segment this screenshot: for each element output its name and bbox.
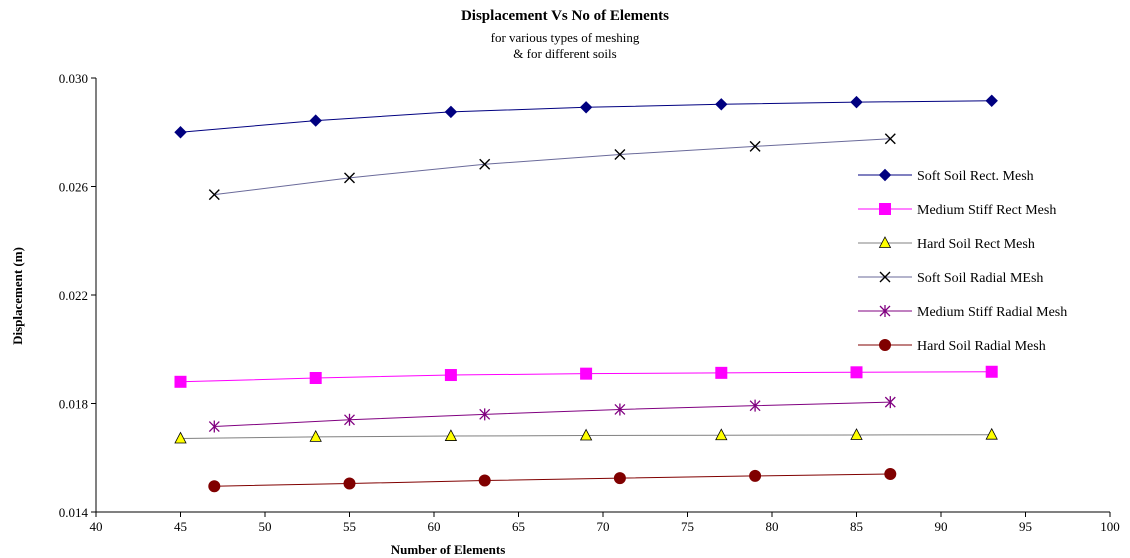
data-point	[715, 366, 728, 379]
legend-marker	[879, 305, 891, 317]
x-axis-label: Number of Elements	[391, 542, 506, 557]
data-point	[479, 158, 491, 170]
data-point	[884, 133, 896, 145]
data-point	[208, 480, 221, 493]
data-point	[579, 101, 593, 114]
x-tick-label: 65	[512, 519, 525, 534]
chart-title: Displacement Vs No of Elements	[460, 8, 670, 24]
x-tick-label: 80	[766, 519, 779, 534]
x-tick-label: 40	[90, 519, 103, 534]
x-tick-label: 45	[174, 519, 187, 534]
series-1	[174, 94, 998, 139]
data-point	[614, 148, 626, 160]
series-2	[174, 365, 998, 388]
legend-entry-2: Medium Stiff Rect Mesh	[858, 203, 1056, 218]
legend-label: Hard Soil Rect Mesh	[917, 237, 1035, 252]
data-point	[208, 189, 220, 201]
data-point	[344, 413, 355, 426]
data-point	[985, 427, 998, 440]
data-point	[985, 365, 998, 378]
x-tick-label: 95	[1019, 519, 1032, 534]
y-axis-label: Displacement (m)	[10, 247, 25, 345]
data-point	[715, 98, 728, 111]
series-line	[214, 401, 891, 428]
legend-label: Hard Soil Radial Mesh	[917, 339, 1046, 354]
legend-entry-3: Hard Soil Rect Mesh	[858, 236, 1035, 252]
y-tick-label: 0.014	[59, 505, 89, 520]
legend-label: Soft Soil Rect. Mesh	[917, 169, 1034, 184]
chart-subtitle-line-2: & for different soils	[513, 46, 617, 61]
series-5	[208, 396, 896, 433]
legend-marker	[879, 339, 891, 351]
data-point	[444, 429, 458, 441]
legend-marker	[879, 203, 891, 215]
series-line	[214, 473, 891, 487]
legend-entry-4: Soft Soil Radial MEsh	[858, 271, 1043, 286]
data-point	[884, 396, 896, 409]
data-point	[309, 372, 322, 385]
y-tick-label: 0.030	[59, 71, 88, 86]
x-tick-label: 60	[428, 519, 441, 534]
legend-marker	[879, 271, 891, 283]
series-6	[208, 468, 897, 493]
data-point	[579, 428, 593, 441]
data-point	[174, 126, 187, 139]
chart-series	[174, 94, 998, 493]
y-tick-label: 0.018	[59, 397, 88, 412]
series-3	[174, 427, 998, 444]
data-point	[613, 472, 626, 485]
data-point	[174, 431, 187, 444]
data-point	[749, 399, 761, 412]
data-point	[580, 367, 593, 380]
data-point	[479, 408, 491, 421]
chart-subtitle-line-1: for various types of meshing	[490, 30, 640, 45]
x-tick-label: 85	[850, 519, 863, 534]
x-tick-label: 100	[1100, 519, 1120, 534]
x-tick-label: 90	[935, 519, 948, 534]
data-point	[444, 105, 458, 119]
data-point	[309, 430, 322, 442]
legend-entry-1: Soft Soil Rect. Mesh	[858, 168, 1034, 184]
data-point	[884, 468, 897, 481]
data-point	[749, 140, 761, 152]
data-point	[850, 366, 863, 379]
data-point	[715, 428, 728, 441]
data-point	[614, 403, 626, 416]
data-point	[344, 172, 355, 184]
legend-label: Soft Soil Radial MEsh	[917, 271, 1043, 286]
data-point	[749, 469, 762, 482]
legend-marker	[878, 168, 892, 182]
data-point	[343, 477, 356, 490]
data-point	[444, 369, 457, 382]
x-tick-label: 70	[597, 519, 610, 534]
series-4	[208, 133, 896, 201]
legend-label: Medium Stiff Rect Mesh	[917, 203, 1056, 218]
legend-label: Medium Stiff Radial Mesh	[917, 305, 1067, 320]
x-tick-label: 75	[681, 519, 694, 534]
y-tick-label: 0.022	[59, 288, 88, 303]
data-point	[309, 114, 322, 127]
legend-marker	[878, 236, 892, 248]
data-point	[174, 375, 187, 388]
data-point	[985, 94, 998, 107]
legend-entry-6: Hard Soil Radial Mesh	[858, 339, 1046, 354]
data-point	[208, 420, 220, 433]
y-tick-label: 0.026	[59, 180, 89, 195]
chart-legend: Soft Soil Rect. Mesh Medium Stiff Rect Me…	[858, 168, 1067, 354]
x-tick-label: 55	[343, 519, 356, 534]
x-tick-label: 50	[259, 519, 272, 534]
data-point	[850, 95, 863, 109]
series-line	[214, 138, 891, 196]
data-point	[478, 474, 491, 487]
data-point	[850, 428, 863, 440]
legend-entry-5: Medium Stiff Radial Mesh	[858, 305, 1067, 320]
chart-axes: 40 45 50 55 60 65 70 75 80 85 90 95 100 0.014 0.018 0.0…	[59, 71, 1120, 534]
